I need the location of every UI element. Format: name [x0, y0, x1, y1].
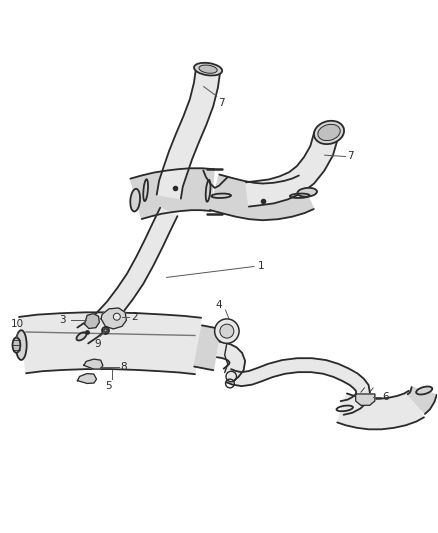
Ellipse shape — [416, 386, 432, 394]
Polygon shape — [78, 374, 96, 383]
Text: 5: 5 — [106, 381, 112, 391]
Polygon shape — [246, 132, 338, 207]
Polygon shape — [408, 387, 437, 414]
Ellipse shape — [130, 189, 140, 212]
Ellipse shape — [12, 337, 20, 353]
Polygon shape — [131, 168, 214, 219]
Ellipse shape — [199, 65, 217, 73]
Ellipse shape — [194, 63, 222, 76]
Ellipse shape — [77, 332, 86, 341]
Ellipse shape — [16, 330, 27, 360]
Polygon shape — [84, 359, 103, 369]
Text: 10: 10 — [11, 319, 24, 329]
Polygon shape — [101, 308, 127, 329]
Polygon shape — [210, 175, 314, 220]
Polygon shape — [226, 358, 370, 415]
Text: 1: 1 — [258, 261, 265, 271]
Ellipse shape — [297, 188, 317, 197]
Polygon shape — [356, 394, 375, 405]
Text: 3: 3 — [59, 315, 65, 325]
Text: 7: 7 — [218, 98, 225, 108]
Polygon shape — [337, 391, 424, 429]
Polygon shape — [78, 208, 177, 343]
Text: 4: 4 — [215, 300, 223, 310]
Polygon shape — [157, 68, 220, 199]
Circle shape — [220, 324, 234, 338]
Polygon shape — [85, 313, 99, 328]
Text: 8: 8 — [120, 362, 127, 372]
Text: 7: 7 — [347, 151, 353, 161]
Ellipse shape — [318, 124, 340, 141]
Text: 6: 6 — [382, 392, 389, 402]
Polygon shape — [194, 325, 220, 370]
Ellipse shape — [113, 313, 120, 320]
Text: 9: 9 — [94, 338, 101, 349]
Polygon shape — [19, 312, 201, 374]
Text: 2: 2 — [131, 312, 138, 322]
Polygon shape — [217, 342, 245, 381]
Circle shape — [215, 319, 239, 343]
Ellipse shape — [314, 121, 344, 144]
